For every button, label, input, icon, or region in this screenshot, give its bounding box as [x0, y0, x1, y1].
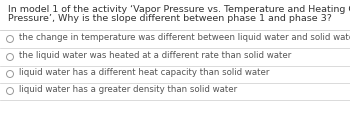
Text: liquid water has a different heat capacity than solid water: liquid water has a different heat capaci…: [19, 68, 270, 77]
Text: liquid water has a greater density than solid water: liquid water has a greater density than …: [19, 85, 237, 94]
Text: Pressure’, Why is the slope different between phase 1 and phase 3?: Pressure’, Why is the slope different be…: [8, 14, 332, 23]
Text: the liquid water was heated at a different rate than solid water: the liquid water was heated at a differe…: [19, 51, 291, 60]
Text: In model 1 of the activity ‘Vapor Pressure vs. Temperature and Heating Curves an: In model 1 of the activity ‘Vapor Pressu…: [8, 5, 350, 14]
Text: the change in temperature was different between liquid water and solid water: the change in temperature was different …: [19, 33, 350, 42]
